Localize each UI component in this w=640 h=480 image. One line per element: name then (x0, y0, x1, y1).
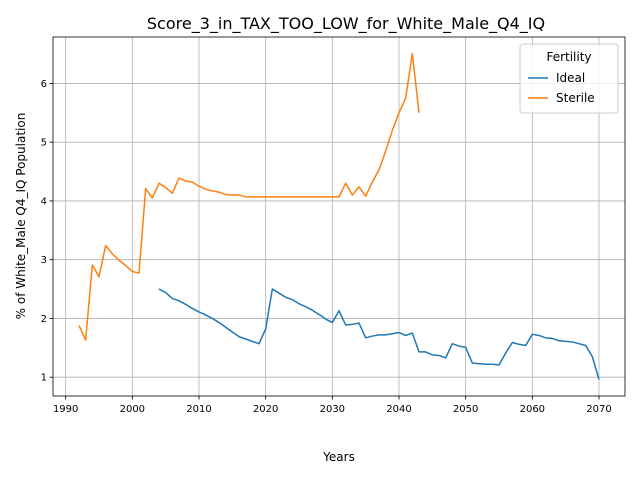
legend-entry-ideal: Ideal (556, 71, 585, 85)
series-line-sterile (79, 53, 419, 340)
x-tick-label: 2070 (586, 404, 611, 415)
y-tick-label: 6 (41, 79, 47, 90)
x-tick-label: 2010 (186, 404, 211, 415)
y-axis-label: % of White_Male Q4_IQ Population (14, 113, 28, 320)
legend-title: Fertility (546, 50, 591, 64)
y-axis: 1 2 3 4 5 6 (41, 79, 53, 384)
x-tick-label: 2000 (120, 404, 145, 415)
x-tick-label: 2060 (520, 404, 545, 415)
legend-entry-sterile: Sterile (556, 91, 595, 105)
x-tick-label: 2050 (453, 404, 478, 415)
y-tick-label: 1 (41, 373, 47, 384)
x-tick-label: 2040 (386, 404, 411, 415)
x-axis: 1990 2000 2010 2020 2030 2040 2050 2060 2070 (53, 396, 612, 415)
y-tick-label: 5 (41, 138, 47, 149)
series-line-ideal (159, 289, 599, 379)
y-tick-label: 4 (41, 196, 47, 207)
x-tick-label: 1990 (53, 404, 78, 415)
legend: Fertility Ideal Sterile (520, 44, 618, 113)
chart-title: Score_3_in_TAX_TOO_LOW_for_White_Male_Q4… (147, 14, 545, 34)
x-axis-label: Years (322, 450, 355, 464)
y-tick-label: 2 (41, 314, 47, 325)
x-tick-label: 2030 (320, 404, 345, 415)
x-tick-label: 2020 (253, 404, 278, 415)
y-tick-label: 3 (41, 255, 47, 266)
